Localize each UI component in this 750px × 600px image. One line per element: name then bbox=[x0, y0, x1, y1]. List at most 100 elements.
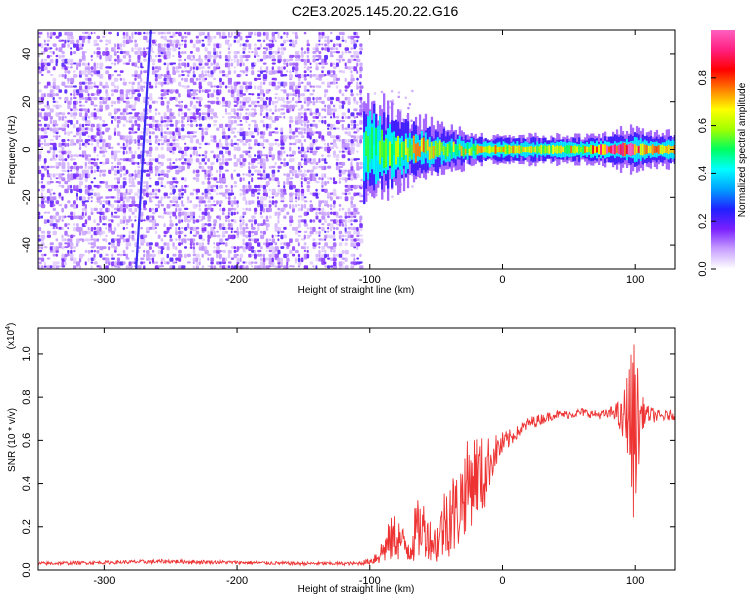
spectrogram-noise-cell bbox=[286, 96, 289, 100]
spectrogram-ridge-cell bbox=[590, 145, 593, 154]
spectrogram-noise-cell bbox=[64, 158, 68, 162]
spectrogram-noise-cell bbox=[154, 135, 159, 139]
spectrogram-noise-cell bbox=[64, 85, 68, 88]
spectrogram-noise-cell bbox=[359, 51, 363, 55]
spectrogram-noise-cell bbox=[271, 131, 276, 134]
spectrogram-noise-cell bbox=[239, 246, 244, 249]
spectrogram-noise-cell bbox=[84, 81, 88, 84]
spectrogram-noise-cell bbox=[198, 66, 202, 70]
spectrogram-noise-cell bbox=[49, 192, 52, 196]
spectrogram-noise-cell bbox=[93, 257, 96, 261]
spectrogram-noise-cell bbox=[257, 54, 260, 57]
spectrogram-noise-cell bbox=[227, 66, 231, 70]
spectrogram-ridge-cell bbox=[532, 146, 535, 153]
spectrogram-noise-cell bbox=[84, 112, 88, 117]
spectrogram-noise-cell bbox=[178, 131, 181, 136]
spectrogram-noise-cell bbox=[204, 150, 208, 155]
spectrogram-noise-cell bbox=[81, 150, 87, 155]
spectrogram-noise-cell bbox=[172, 112, 175, 115]
spectrogram-noise-cell bbox=[125, 223, 129, 226]
spectrogram-noise-cell bbox=[40, 173, 45, 178]
spectrogram-noise-cell bbox=[61, 43, 66, 48]
spectrogram-noise-cell bbox=[309, 93, 314, 96]
spectrogram-noise-cell bbox=[292, 150, 296, 155]
spectrogram-noise-cell bbox=[347, 81, 351, 86]
spectrogram-noise-cell bbox=[303, 234, 306, 240]
spectrogram-noise-cell bbox=[67, 62, 71, 65]
spectrogram-noise-cell bbox=[87, 85, 91, 90]
spectrogram-noise-cell bbox=[312, 51, 317, 54]
spectrogram-noise-cell bbox=[251, 265, 254, 268]
spectrogram-ridge-cell bbox=[627, 144, 631, 155]
spectrogram-noise-cell bbox=[327, 123, 331, 127]
spectrogram-noise-cell bbox=[248, 35, 252, 38]
spectrogram-noise-cell bbox=[163, 207, 166, 212]
spectrogram-noise-cell bbox=[90, 100, 94, 106]
spectrogram-noise-cell bbox=[332, 238, 336, 241]
spectrogram-noise-cell bbox=[84, 62, 87, 68]
spectrogram-noise-cell bbox=[332, 150, 336, 156]
spectrogram-noise-cell bbox=[134, 74, 138, 78]
spectrogram-noise-cell bbox=[78, 47, 84, 50]
spectrogram-noise-cell bbox=[367, 193, 370, 196]
spectrogram-noise-cell bbox=[254, 184, 258, 189]
spectrogram-noise-cell bbox=[113, 43, 117, 48]
spectrogram-noise-cell bbox=[157, 249, 161, 255]
spectrogram-noise-cell bbox=[186, 108, 191, 111]
spectrogram-noise-cell bbox=[271, 66, 274, 71]
spectrogram-noise-cell bbox=[245, 150, 249, 156]
spectrogram-noise-cell bbox=[271, 173, 276, 178]
spectrogram-noise-cell bbox=[169, 108, 173, 112]
spectrogram-noise-cell bbox=[108, 96, 111, 101]
spectrogram-noise-cell bbox=[257, 223, 261, 227]
spectrogram-noise-cell bbox=[55, 246, 59, 251]
spectrogram-noise-cell bbox=[315, 211, 318, 217]
spectrogram-noise-cell bbox=[93, 261, 98, 265]
spectrogram-noise-cell bbox=[292, 135, 296, 140]
spectrogram-noise-cell bbox=[280, 246, 285, 249]
spectrogram-noise-cell bbox=[143, 169, 147, 173]
spectrogram-noise-cell bbox=[338, 135, 342, 138]
spectrogram-ridge-cell bbox=[472, 143, 475, 159]
spectrogram-noise-cell bbox=[280, 58, 283, 62]
spectrogram-noise-cell bbox=[93, 112, 97, 118]
spectrogram-noise-cell bbox=[257, 158, 260, 161]
spectrogram-noise-cell bbox=[152, 269, 154, 273]
spectrogram-noise-cell bbox=[312, 58, 316, 63]
spectrogram-noise-cell bbox=[76, 119, 79, 125]
spectrogram-noise-cell bbox=[318, 31, 321, 36]
spectrogram-noise-cell bbox=[277, 108, 281, 112]
spectrogram-ridge-cell bbox=[653, 145, 657, 154]
spectrogram-noise-cell bbox=[148, 139, 152, 143]
spectrogram-noise-cell bbox=[186, 200, 191, 204]
spectrogram-noise-cell bbox=[338, 139, 341, 142]
spectrogram-noise-cell bbox=[189, 158, 193, 162]
spectrogram-noise-cell bbox=[131, 116, 135, 119]
spectrogram-noise-cell bbox=[315, 269, 318, 274]
spectrogram-noise-cell bbox=[312, 47, 317, 51]
spectrogram-noise-cell bbox=[210, 93, 215, 98]
spectrogram-noise-cell bbox=[93, 43, 98, 47]
spectrogram-noise-cell bbox=[189, 242, 193, 247]
snr-scale-label: (x104) bbox=[5, 323, 17, 350]
spectrogram-noise-cell bbox=[277, 238, 280, 242]
spectrogram-noise-cell bbox=[233, 249, 237, 253]
spectrogram-noise-cell bbox=[186, 238, 191, 241]
spectrogram-noise-cell bbox=[204, 62, 209, 66]
spectrogram-noise-cell bbox=[81, 173, 85, 178]
figure-title: C2E3.2025.145.20.22.G16 bbox=[292, 3, 459, 19]
spectrogram-noise-cell bbox=[111, 150, 114, 156]
spectrogram-noise-cell bbox=[324, 54, 328, 60]
spectrogram-noise-cell bbox=[233, 196, 237, 200]
spectrogram-noise-cell bbox=[73, 261, 77, 264]
spectrogram-noise-cell bbox=[64, 70, 68, 74]
spectrogram-noise-cell bbox=[76, 238, 80, 244]
spectrogram-noise-cell bbox=[294, 58, 298, 62]
spectrogram-noise-cell bbox=[102, 238, 106, 242]
spectrogram-noise-cell bbox=[248, 165, 251, 170]
spectrogram-noise-cell bbox=[157, 177, 162, 181]
spectrogram-noise-cell bbox=[81, 142, 85, 146]
spectrogram-noise-cell bbox=[309, 234, 312, 237]
spectrogram-noise-cell bbox=[102, 211, 105, 216]
spectrogram-noise-cell bbox=[52, 226, 56, 230]
